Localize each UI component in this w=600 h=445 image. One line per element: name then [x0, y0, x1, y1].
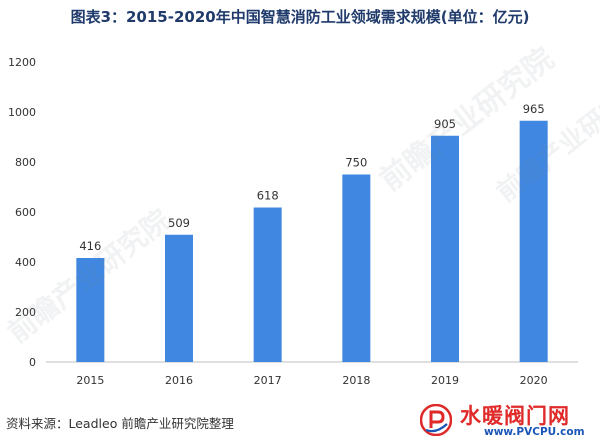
x-tick-label: 2019 — [431, 374, 459, 387]
chart-title: 图表3：2015-2020年中国智慧消防工业领域需求规模(单位：亿元) — [70, 8, 530, 26]
x-axis-ticks: 2015 2016 2017 2018 2019 2020 — [76, 374, 547, 387]
bar-value-label: 509 — [168, 216, 190, 230]
y-axis-ticks: 0 200 400 600 800 1000 1200 — [8, 56, 36, 369]
site-logo: 水暖阀门网 www.PVCPU.com — [420, 400, 598, 442]
bar-2018 — [342, 174, 371, 362]
bar-value-label: 416 — [79, 239, 101, 253]
bar-2020 — [519, 120, 548, 362]
x-tick-label: 2020 — [520, 374, 548, 387]
x-tick-label: 2016 — [165, 374, 193, 387]
x-tick-label: 2017 — [254, 374, 282, 387]
bar-value-label: 965 — [523, 102, 545, 116]
logo-p-icon — [420, 404, 452, 436]
bar-2015 — [76, 258, 105, 362]
source-note: 资料来源：Leadleo 前瞻产业研究院整理 — [6, 416, 234, 431]
bar-2019 — [431, 135, 459, 362]
x-tick-label: 2018 — [342, 374, 370, 387]
x-tick-label: 2015 — [76, 374, 104, 387]
bar-chart: 0 200 400 600 800 1000 1200 416 509 618 750 905 965… — [8, 56, 578, 387]
y-tick-label: 0 — [29, 356, 36, 369]
bar-2017 — [253, 207, 282, 362]
logo-name: 水暖阀门网 — [460, 404, 570, 428]
y-tick-label: 1200 — [8, 56, 36, 69]
y-tick-label: 800 — [15, 156, 36, 169]
bars-group — [76, 120, 548, 362]
bar-value-label: 750 — [345, 156, 367, 170]
y-tick-label: 400 — [15, 256, 36, 269]
logo-url: www.PVCPU.com — [484, 426, 585, 438]
bar-value-label: 618 — [257, 189, 279, 203]
bar-2016 — [165, 234, 193, 362]
y-tick-label: 1000 — [8, 106, 36, 119]
y-tick-label: 600 — [15, 206, 36, 219]
chart-area: 0 200 400 600 800 1000 1200 416 509 618 750 905 965… — [0, 40, 600, 400]
y-tick-label: 200 — [15, 306, 36, 319]
bar-value-labels: 416 509 618 750 905 965 — [79, 102, 544, 253]
bar-value-label: 905 — [434, 117, 456, 131]
